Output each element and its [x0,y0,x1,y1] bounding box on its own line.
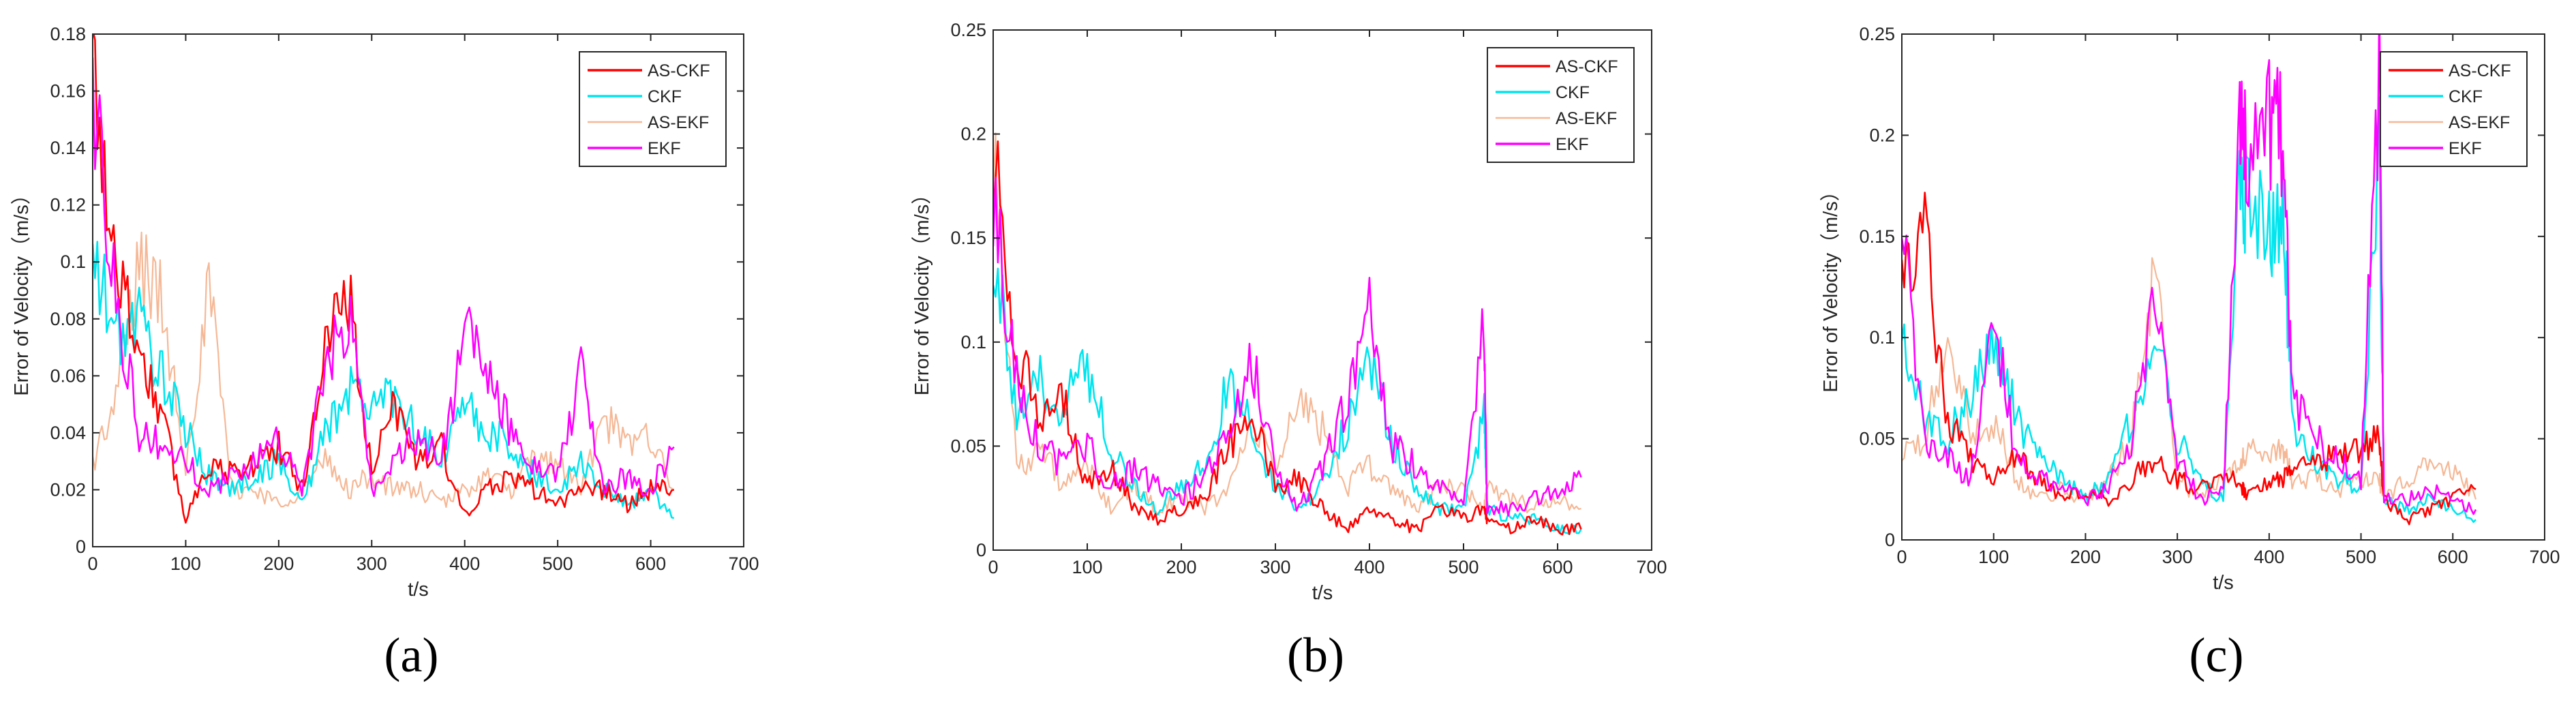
chart-panel-a: 0 100 200 300 400 500 600 700 0 0.02 0.04 0.06 0.08 0… [11,24,759,682]
series-line-ekf [93,57,675,498]
legend: AS-CKF CKF AS-EKF EKF [1487,47,1635,163]
y-tick-label: 0.18 [50,24,86,44]
x-tick-label: 600 [635,554,666,574]
x-tick-label: 0 [988,557,998,577]
x-tick-label: 100 [170,554,201,574]
legend-label-as-ekf: AS-EKF [1556,109,1617,128]
legend-label-ckf: CKF [2449,87,2483,106]
x-tick-label: 300 [357,554,387,574]
series-line-ekf [1902,34,2477,515]
x-tick-label: 0 [87,554,97,574]
legend-label-as-ckf: AS-CKF [2449,61,2511,80]
legend-label-ckf: CKF [648,87,682,106]
x-tick-label: 400 [2254,547,2284,567]
axes-box [92,33,744,547]
x-axis-label: t/s [1312,582,1333,604]
legend: AS-CKF CKF AS-EKF EKF [579,51,727,167]
series-line-ekf [993,176,1582,517]
series-line-as-ckf [93,34,675,524]
series-group [1902,34,2477,526]
series-line-as-ckf [993,140,1582,536]
legend: AS-CKF CKF AS-EKF EKF [2380,51,2528,167]
y-tick-label: 0.04 [50,423,86,443]
x-tick-label: 600 [2438,547,2468,567]
y-tick-label: 0.1 [60,252,86,272]
panel-label: (c) [2189,628,2244,682]
x-tick-label: 600 [1542,557,1573,577]
series-line-as-ekf [93,231,675,508]
series-group [993,132,1582,536]
y-tick-label: 0.2 [1869,125,1895,145]
x-tick-label: 200 [2070,547,2101,567]
x-tick-label: 100 [1072,557,1102,577]
y-axis-label: Error of Velocity（m/s） [1820,181,1842,392]
y-tick-label: 0.02 [50,479,86,500]
axes-box [992,29,1652,551]
y-tick-label: 0.2 [960,124,986,145]
y-tick-label: 0.08 [50,309,86,329]
y-tick-label: 0.25 [1859,24,1895,44]
y-tick-label: 0.1 [960,332,986,352]
panel-label: (a) [384,628,439,682]
series-line-ckf [93,241,675,519]
panel-label: (b) [1287,628,1344,682]
series-group [93,34,675,524]
y-axis-label: Error of Velocity（m/s） [11,185,33,395]
legend-label-as-ckf: AS-CKF [1556,57,1618,76]
y-tick-label: 0 [76,536,86,557]
x-tick-label: 700 [728,554,759,574]
y-tick-label: 0.15 [1859,226,1895,247]
chart-panel-c: 0 100 200 300 400 500 600 700 0 0.05 0.1 0.15 0.2 0.2… [1820,24,2560,682]
y-axis-label: Error of Velocity（m/s） [911,185,933,395]
chart-panel-b: 0 100 200 300 400 500 600 700 0 0.05 0.1 0.15 0.2 0.2… [911,20,1667,682]
legend-label-ckf: CKF [1556,83,1590,102]
x-tick-label: 500 [543,554,573,574]
legend-label-ekf: EKF [1556,135,1589,154]
x-axis-label: t/s [2213,572,2234,594]
x-tick-label: 700 [1636,557,1667,577]
y-tick-label: 0.1 [1869,327,1895,348]
x-tick-label: 200 [1166,557,1196,577]
x-tick-label: 400 [449,554,480,574]
x-tick-label: 200 [263,554,294,574]
x-tick-label: 500 [1448,557,1479,577]
x-tick-label: 700 [2529,547,2560,567]
y-tick-label: 0.12 [50,195,86,215]
legend-label-ekf: EKF [2449,139,2482,158]
y-tick-label: 0.15 [950,228,986,248]
y-tick-label: 0.14 [50,138,86,158]
x-tick-label: 300 [2162,547,2193,567]
legend-label-as-ckf: AS-CKF [648,61,710,80]
legend-label-as-ekf: AS-EKF [648,113,709,132]
y-tick-label: 0 [976,540,986,560]
y-tick-label: 0.05 [950,436,986,456]
x-tick-label: 500 [2346,547,2376,567]
y-tick-label: 0.06 [50,365,86,386]
x-tick-label: 0 [1896,547,1907,567]
y-tick-label: 0 [1885,530,1895,550]
x-axis-label: t/s [408,579,429,601]
y-tick-label: 0.16 [50,81,86,102]
legend-label-ekf: EKF [648,139,681,158]
x-tick-label: 300 [1260,557,1290,577]
y-tick-label: 0.05 [1859,429,1895,449]
y-tick-label: 0.25 [950,20,986,40]
legend-label-as-ekf: AS-EKF [2449,113,2510,132]
x-tick-label: 400 [1354,557,1384,577]
x-tick-label: 100 [1978,547,2009,567]
axes-box [1901,33,2545,541]
